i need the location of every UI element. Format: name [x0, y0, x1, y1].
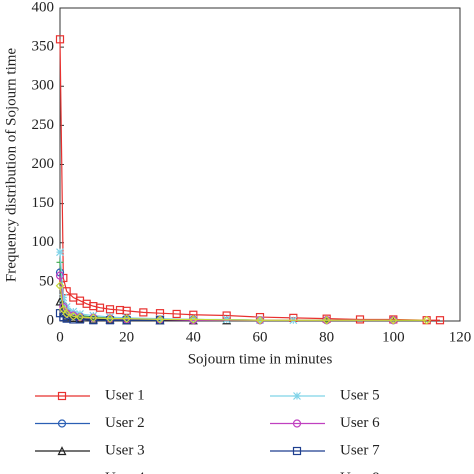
y-tick-label: 400	[32, 0, 55, 15]
marker	[68, 311, 78, 321]
y-tick-label: 50	[39, 273, 54, 289]
marker	[62, 309, 72, 319]
marker	[388, 315, 398, 325]
marker	[59, 293, 68, 302]
series-line	[59, 285, 427, 321]
plot-frame	[59, 7, 461, 322]
legend-label: User 5	[340, 387, 380, 403]
marker	[122, 316, 131, 325]
marker	[435, 316, 445, 325]
x-tick-label: 100	[382, 329, 405, 345]
marker	[89, 311, 98, 320]
y-tick-label: 300	[32, 78, 55, 94]
marker	[55, 271, 65, 280]
marker	[139, 308, 148, 317]
series-line	[59, 39, 440, 321]
marker	[75, 315, 85, 324]
marker	[122, 313, 131, 322]
x-tick-label: 0	[56, 329, 64, 345]
marker	[322, 315, 332, 325]
legend-label: User 1	[105, 387, 145, 403]
legend-label: User 7	[340, 442, 380, 458]
series-line	[59, 312, 160, 321]
y-tick-label: 100	[32, 234, 55, 250]
legend-label: User 6	[340, 415, 380, 431]
legend-label: User 8	[340, 470, 380, 474]
legend-marker	[292, 419, 302, 428]
marker	[89, 316, 98, 325]
legend-label: User 4	[105, 470, 145, 474]
x-tick-label: 80	[319, 329, 334, 345]
marker	[156, 314, 164, 323]
marker	[255, 315, 265, 325]
legend-marker	[57, 446, 67, 456]
legend-marker	[293, 392, 301, 400]
y-axis-label: Frequency distribution of Sojourn time	[3, 48, 19, 282]
marker	[172, 309, 181, 319]
y-tick-label: 250	[32, 117, 55, 133]
legend-label: User 3	[105, 442, 145, 458]
marker	[188, 315, 198, 324]
marker	[122, 314, 132, 324]
marker	[105, 305, 115, 314]
marker	[105, 314, 115, 324]
marker	[355, 315, 365, 324]
x-tick-label: 40	[186, 329, 201, 345]
x-tick-label: 120	[449, 329, 472, 345]
marker	[155, 315, 165, 324]
x-tick-label: 20	[119, 329, 134, 345]
y-tick-label: 200	[32, 156, 55, 172]
marker	[95, 303, 105, 312]
marker	[55, 281, 65, 291]
x-tick-label: 60	[253, 329, 268, 345]
legend-marker	[292, 446, 302, 456]
legend-marker	[57, 419, 67, 428]
marker	[88, 313, 98, 323]
y-tick-label: 350	[32, 39, 55, 55]
marker	[422, 315, 432, 325]
legend-marker	[57, 391, 67, 401]
marker	[56, 248, 64, 257]
legend-label: User 2	[105, 415, 145, 431]
marker	[55, 35, 65, 44]
y-tick-label: 150	[32, 195, 55, 211]
y-tick-label: 0	[47, 312, 55, 328]
series-line	[59, 275, 394, 321]
marker	[58, 304, 68, 314]
marker	[75, 312, 85, 322]
marker	[105, 316, 115, 325]
x-axis-label: Sojourn time in minutes	[188, 351, 333, 367]
